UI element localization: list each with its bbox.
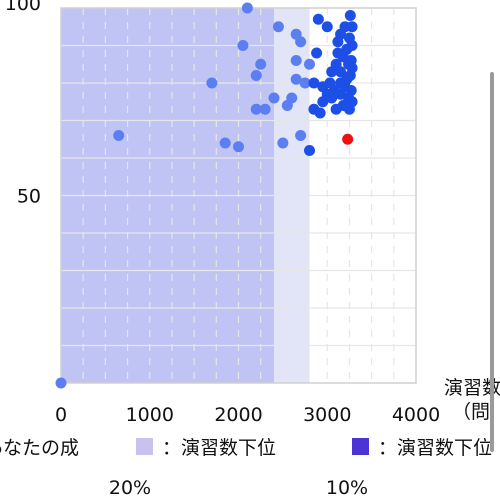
vertical-scrollbar[interactable] [490,72,494,452]
data-point [314,107,326,119]
data-point [268,92,280,104]
data-point [295,130,307,141]
data-point [255,58,267,70]
data-point [304,145,315,156]
data-points [55,2,358,389]
data-point [346,21,358,33]
gridlines [61,8,416,383]
data-point [346,62,358,74]
data-point [219,137,231,149]
data-point [304,58,315,70]
percentile-labels: 20% 10% [109,477,368,496]
legend-label: ：演習数下位 [378,437,492,459]
x-tick-label: 3000 [303,404,351,426]
y-tick-label-50: 50 [17,186,41,208]
legend-swatch [352,438,369,455]
data-point [290,55,302,66]
x-tick-labels: 0 1000 2000 3000 4000 [55,404,440,426]
data-point [250,103,262,115]
data-point [272,21,284,33]
data-point [346,96,358,108]
x-axis-label: 演習数 [444,377,500,399]
plot-frame [60,7,417,384]
legend-label: あなたの成 [0,437,79,459]
x-tick-label: 0 [55,404,67,426]
x-axis-label-line2: （問 [452,401,490,423]
data-point [233,141,244,153]
data-point [344,10,356,21]
legend-swatch [136,438,153,455]
data-point [237,40,249,51]
percentile-label: 20% [109,477,151,496]
legend: あなたの成 ：演習数下位 ：演習数下位 [0,437,492,459]
y-tick-label-top: 100 [5,0,41,15]
x-tick-label: 2000 [214,404,262,426]
data-point [311,47,323,59]
data-point [345,85,357,96]
data-point [55,377,67,389]
x-tick-label: 1000 [126,404,174,426]
data-point [299,77,311,89]
data-point [295,36,307,48]
data-point [113,130,125,141]
data-point [250,70,262,81]
data-point [346,40,358,51]
data-point [308,77,320,89]
data-point [321,21,333,33]
percentile-label: 10% [326,477,368,496]
data-point [342,133,354,145]
data-point [335,66,347,78]
data-point [259,103,271,115]
data-point [286,92,298,104]
data-point [312,13,324,25]
legend-label: ：演習数下位 [162,437,276,459]
data-point [277,137,289,149]
x-tick-label: 4000 [392,404,440,426]
data-point [241,2,253,14]
data-point [290,73,302,85]
data-point [206,77,218,89]
